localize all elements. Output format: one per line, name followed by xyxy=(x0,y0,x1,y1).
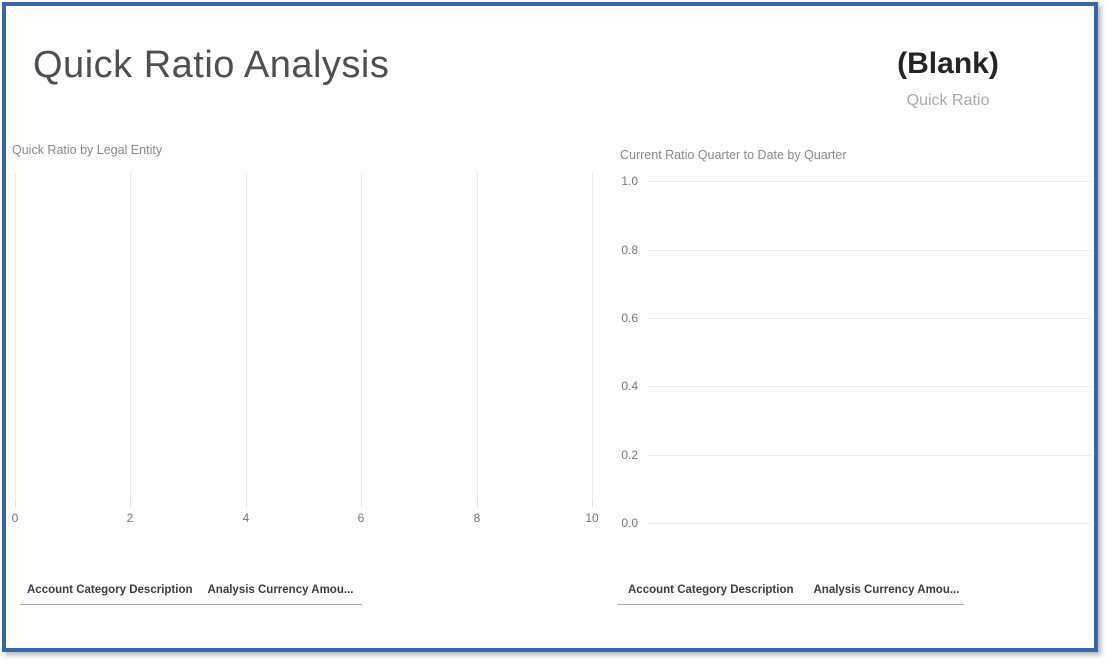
column-header-analysis-currency-amount[interactable]: Analysis Currency Amou... xyxy=(207,584,354,596)
report-canvas: Quick Ratio Analysis (Blank) Quick Ratio… xyxy=(2,2,1098,652)
gridline xyxy=(130,172,131,500)
gridline xyxy=(648,455,1091,456)
axis-tick xyxy=(592,500,593,507)
y-axis-tick-label: 1.0 xyxy=(621,174,638,188)
x-axis-tick-label: 6 xyxy=(357,511,365,525)
gridline xyxy=(648,318,1091,319)
gridline xyxy=(592,172,593,500)
gridline xyxy=(477,172,478,500)
column-header-analysis-currency-amount[interactable]: Analysis Currency Amou... xyxy=(813,584,960,596)
gridline xyxy=(15,172,16,500)
axis-tick xyxy=(477,500,478,507)
gridline xyxy=(648,250,1091,251)
line-chart-plot-area[interactable] xyxy=(648,172,1091,532)
y-axis-tick-label: 0.6 xyxy=(621,311,638,325)
gridline xyxy=(648,523,1091,524)
axis-tick xyxy=(246,500,247,507)
x-axis-tick-label: 0 xyxy=(11,511,19,525)
gridline xyxy=(361,172,362,500)
y-axis-tick-label: 0.8 xyxy=(621,243,638,257)
axis-tick xyxy=(15,500,16,507)
x-axis-tick-label: 10 xyxy=(585,511,599,525)
kpi-label: Quick Ratio xyxy=(906,92,990,109)
axis-tick xyxy=(361,500,362,507)
x-axis-tick-label: 4 xyxy=(242,511,250,525)
gridline xyxy=(648,181,1091,182)
y-axis-tick-label: 0.4 xyxy=(621,379,638,393)
column-header-account-category-description[interactable]: Account Category Description xyxy=(27,584,193,596)
axis-tick xyxy=(130,500,131,507)
x-axis-tick-label: 8 xyxy=(473,511,481,525)
x-axis-tick-label: 2 xyxy=(126,511,134,525)
report-title: Quick Ratio Analysis xyxy=(33,44,390,86)
line-chart-title: Current Ratio Quarter to Date by Quarter xyxy=(620,148,847,162)
gridline xyxy=(246,172,247,500)
bar-chart-plot-area[interactable] xyxy=(15,172,593,507)
kpi-value: (Blank) xyxy=(897,47,999,80)
y-axis-tick-label: 0.0 xyxy=(621,516,638,530)
y-axis-tick-label: 0.2 xyxy=(621,448,638,462)
table-left[interactable]: Account Category Description Analysis Cu… xyxy=(20,584,362,605)
bar-chart-title: Quick Ratio by Legal Entity xyxy=(12,143,163,157)
kpi-card-quick-ratio[interactable]: (Blank) Quick Ratio xyxy=(836,46,1060,110)
gridline xyxy=(648,386,1091,387)
column-header-account-category-description[interactable]: Account Category Description xyxy=(628,584,794,596)
table-right[interactable]: Account Category Description Analysis Cu… xyxy=(618,584,964,605)
